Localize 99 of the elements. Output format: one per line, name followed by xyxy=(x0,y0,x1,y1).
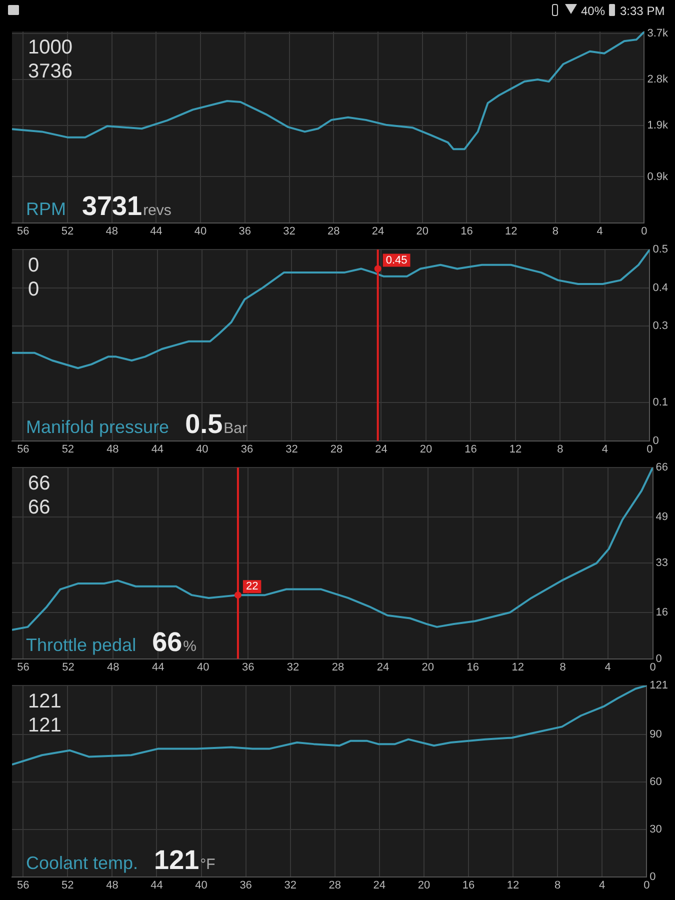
y-tick-label: 0.4 xyxy=(652,282,668,294)
annotation: 3731 xyxy=(82,190,142,221)
x-tick-label: 48 xyxy=(107,661,120,674)
x-tick-label: 40 xyxy=(194,225,207,238)
y-tick-label: 121 xyxy=(650,680,668,692)
x-tick-label: 52 xyxy=(62,443,74,456)
annotation: 0 xyxy=(28,254,40,277)
x-tick-label: 28 xyxy=(332,661,344,674)
x-tick-label: 28 xyxy=(328,879,342,892)
annotation: 0.5 xyxy=(185,408,223,439)
x-tick-label: 24 xyxy=(372,225,384,238)
y-tick-label: 0 xyxy=(650,870,656,883)
x-tick-label: 28 xyxy=(328,225,340,238)
annotation: 121 xyxy=(154,844,200,875)
y-tick-label: 66 xyxy=(656,462,668,474)
annotation: 1000 xyxy=(28,36,72,59)
annotation: 66 xyxy=(28,472,50,495)
x-tick-label: 20 xyxy=(418,879,430,892)
x-tick-label: 32 xyxy=(284,879,296,892)
y-tick-label: 2.8k xyxy=(647,74,668,86)
annotation: 0 xyxy=(28,278,40,301)
annotation: % xyxy=(183,638,196,655)
annotation: 0.45 xyxy=(386,254,408,266)
text: Manifold pressure xyxy=(26,416,170,437)
y-tick-label: 90 xyxy=(650,728,662,741)
x-tick-label: 48 xyxy=(106,225,118,238)
y-tick-label: 3.7k xyxy=(647,27,668,40)
y-tick-label: 0.3 xyxy=(652,320,668,332)
y-tick-label: 16 xyxy=(656,606,668,618)
x-tick-label: 56 xyxy=(16,225,30,238)
annotation: 66 xyxy=(28,496,50,519)
x-tick-label: 44 xyxy=(150,879,163,892)
x-tick-label: 40 xyxy=(196,661,210,674)
y-tick-label: 0.1 xyxy=(652,396,668,409)
x-tick-label: 20 xyxy=(422,661,434,674)
annotation: 66 xyxy=(152,626,182,657)
x-tick-label: 16 xyxy=(464,443,477,456)
y-tick-label: 30 xyxy=(650,823,662,836)
x-tick-label: 4 xyxy=(604,661,611,674)
x-tick-label: 20 xyxy=(416,225,429,238)
annotation: 121 xyxy=(28,714,62,737)
x-tick-label: 32 xyxy=(286,443,298,456)
x-tick-label: 52 xyxy=(61,225,74,238)
x-tick-label: 36 xyxy=(240,443,254,456)
y-tick-label: 0 xyxy=(652,434,659,447)
y-tick-label: 33 xyxy=(656,557,668,570)
text: 40% xyxy=(581,4,606,18)
x-tick-label: 56 xyxy=(17,879,30,892)
x-tick-label: 52 xyxy=(62,879,74,892)
x-tick-label: 28 xyxy=(330,443,343,456)
annotation: 22 xyxy=(246,580,258,593)
text: 3:33 PM xyxy=(620,4,665,18)
x-tick-label: 8 xyxy=(560,661,566,674)
annotation: 121 xyxy=(28,690,62,713)
text: Coolant temp. xyxy=(26,852,138,873)
y-tick-label: 1.9k xyxy=(647,120,668,132)
x-tick-label: 12 xyxy=(506,879,520,892)
text: RPM xyxy=(26,198,66,219)
y-tick-label: 0.5 xyxy=(652,244,668,256)
x-tick-label: 44 xyxy=(152,661,164,674)
x-tick-label: 40 xyxy=(196,443,208,456)
x-tick-label: 12 xyxy=(509,443,522,456)
x-tick-label: 20 xyxy=(420,443,432,456)
x-tick-label: 8 xyxy=(554,879,561,892)
y-tick-label: 60 xyxy=(650,776,662,788)
x-tick-label: 48 xyxy=(106,879,118,892)
x-tick-label: 8 xyxy=(552,225,559,238)
x-tick-label: 16 xyxy=(460,225,473,238)
y-tick-label: 49 xyxy=(656,510,668,523)
x-tick-label: 52 xyxy=(62,661,74,674)
x-tick-label: 8 xyxy=(557,443,564,456)
x-tick-label: 44 xyxy=(151,443,164,456)
x-tick-label: 4 xyxy=(599,879,606,892)
x-tick-label: 40 xyxy=(195,879,208,892)
x-tick-label: 12 xyxy=(504,225,518,238)
x-tick-label: 32 xyxy=(283,225,296,238)
annotation: °F xyxy=(200,856,216,873)
x-tick-label: 4 xyxy=(596,225,603,238)
y-tick-label: 0 xyxy=(656,652,662,665)
annotation: Bar xyxy=(224,420,247,437)
text: Throttle pedal xyxy=(26,634,136,655)
x-tick-label: 36 xyxy=(240,879,252,892)
x-tick-label: 4 xyxy=(602,443,608,456)
x-tick-label: 56 xyxy=(17,443,30,456)
x-tick-label: 36 xyxy=(242,661,254,674)
x-tick-label: 24 xyxy=(375,443,388,456)
annotation: revs xyxy=(143,202,172,219)
x-tick-label: 24 xyxy=(376,661,390,674)
annotation: 3736 xyxy=(28,60,72,83)
y-tick-label: 0.9k xyxy=(647,170,668,183)
x-tick-label: 36 xyxy=(238,225,252,238)
x-tick-label: 32 xyxy=(286,661,300,674)
x-tick-label: 44 xyxy=(150,225,162,238)
x-tick-label: 56 xyxy=(17,661,30,674)
x-tick-label: 12 xyxy=(512,661,524,674)
x-tick-label: 16 xyxy=(462,879,475,892)
x-tick-label: 48 xyxy=(106,443,119,456)
x-tick-label: 24 xyxy=(373,879,386,892)
x-tick-label: 16 xyxy=(466,661,480,674)
